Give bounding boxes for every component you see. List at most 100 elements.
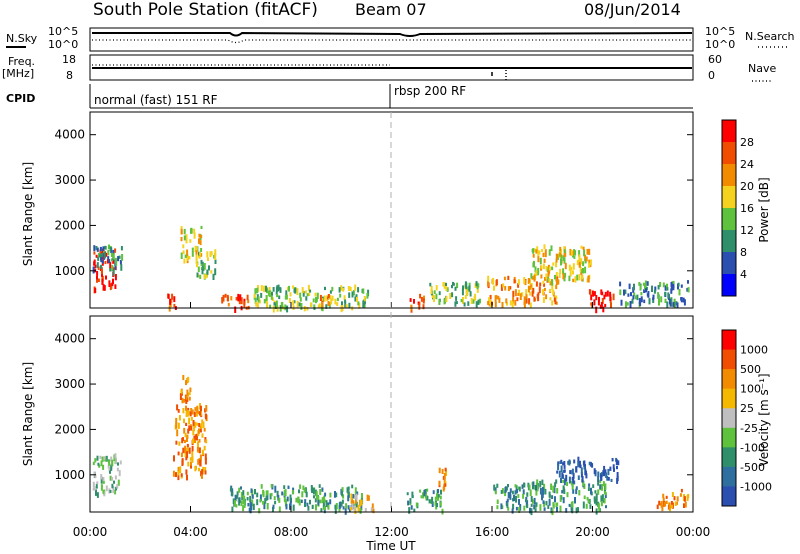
nave-label: Nave <box>748 62 776 75</box>
power-colorbar-label: Power [dB] <box>757 177 771 242</box>
velocity-cell <box>595 499 598 504</box>
power-cell <box>529 284 532 288</box>
velocity-cell <box>341 490 344 497</box>
power-cell <box>545 266 548 271</box>
power-cell <box>570 266 573 271</box>
power-cell <box>420 297 423 302</box>
velocity-cell <box>111 483 114 489</box>
velocity-cell <box>571 470 574 475</box>
power-cell <box>307 284 310 292</box>
velocity-cell <box>335 503 338 510</box>
power-cell <box>200 248 203 252</box>
velocity-cell <box>329 499 332 505</box>
velocity-cell <box>250 488 253 493</box>
power-cell <box>112 253 115 260</box>
velocity-cell <box>556 470 559 474</box>
power-cell <box>670 288 673 294</box>
velocity-cell <box>410 505 413 510</box>
power-cell <box>555 284 558 290</box>
power-cell <box>96 271 99 276</box>
power-cell <box>573 250 575 255</box>
velocity-region-0 <box>92 453 122 498</box>
velocity-cell <box>281 491 284 496</box>
velocity-cell <box>195 410 198 417</box>
velocity-cell <box>572 478 575 484</box>
power-cell <box>190 227 193 232</box>
velocity-cell <box>428 499 431 504</box>
power-cell <box>277 284 280 291</box>
velocity-cell <box>276 490 279 498</box>
velocity-cell <box>552 485 555 493</box>
velocity-cell <box>197 410 200 415</box>
power-cell <box>329 295 332 300</box>
power-cell <box>276 293 279 298</box>
velocity-colorbar-tick: -1000 <box>740 480 772 493</box>
power-cell <box>479 298 481 304</box>
power-cell <box>462 297 464 304</box>
power-cell <box>451 292 454 298</box>
power-cell <box>543 287 546 292</box>
power-cell <box>103 285 106 291</box>
velocity-cell <box>185 410 188 418</box>
power-cell <box>660 296 663 303</box>
power-cell <box>330 298 333 305</box>
velocity-cell <box>202 466 205 473</box>
power-cell <box>205 273 208 279</box>
power-cell <box>97 252 100 258</box>
power-cell <box>537 295 540 302</box>
power-cell <box>559 268 562 274</box>
velocity-colorbar-frame <box>721 329 737 507</box>
power-cell <box>560 258 562 266</box>
velocity-cell <box>188 447 191 454</box>
power-cell <box>623 289 625 296</box>
power-cell <box>676 302 679 308</box>
velocity-cell <box>175 440 178 445</box>
power-cell <box>539 282 542 287</box>
velocity-cell <box>342 506 345 510</box>
power-cell <box>208 265 210 271</box>
power-cell <box>583 249 586 257</box>
power-cell <box>551 266 554 271</box>
velocity-cell <box>235 504 238 508</box>
velocity-cell <box>533 497 536 505</box>
velocity-cell <box>311 487 314 493</box>
velocity-marks <box>92 375 690 516</box>
velocity-cell <box>370 507 373 512</box>
power-cell <box>606 290 609 297</box>
power-cell <box>362 300 365 308</box>
power-cell <box>678 289 681 296</box>
velocity-cell <box>272 504 275 509</box>
power-cell <box>488 297 491 304</box>
velocity-cell <box>242 505 245 512</box>
velocity-cell <box>439 495 442 500</box>
velocity-cell <box>177 466 180 471</box>
power-cell <box>323 295 326 302</box>
velocity-cell <box>539 488 542 495</box>
power-cell <box>574 276 577 283</box>
power-cell <box>104 245 107 250</box>
power-cell <box>266 302 269 309</box>
velocity-cell <box>361 493 363 499</box>
velocity-cell <box>183 418 185 424</box>
power-cell <box>672 301 675 308</box>
velocity-cell <box>676 501 678 505</box>
power-region-4 <box>195 249 217 280</box>
velocity-cell <box>198 447 201 454</box>
power-cell <box>580 258 583 265</box>
velocity-cell <box>236 495 239 499</box>
velocity-cell <box>423 489 426 497</box>
velocity-cell <box>593 468 596 475</box>
velocity-cell <box>96 455 99 461</box>
velocity-cell <box>295 497 298 503</box>
power-cell <box>664 291 667 297</box>
power-cell <box>551 279 554 286</box>
velocity-cell <box>323 495 326 503</box>
velocity-cell <box>178 441 181 446</box>
power-cell <box>214 259 217 264</box>
velocity-cell <box>199 411 201 416</box>
power-cell <box>354 296 357 302</box>
velocity-cell <box>656 504 659 510</box>
velocity-cell <box>182 375 185 381</box>
velocity-cell <box>341 499 344 504</box>
power-cell <box>182 244 185 249</box>
